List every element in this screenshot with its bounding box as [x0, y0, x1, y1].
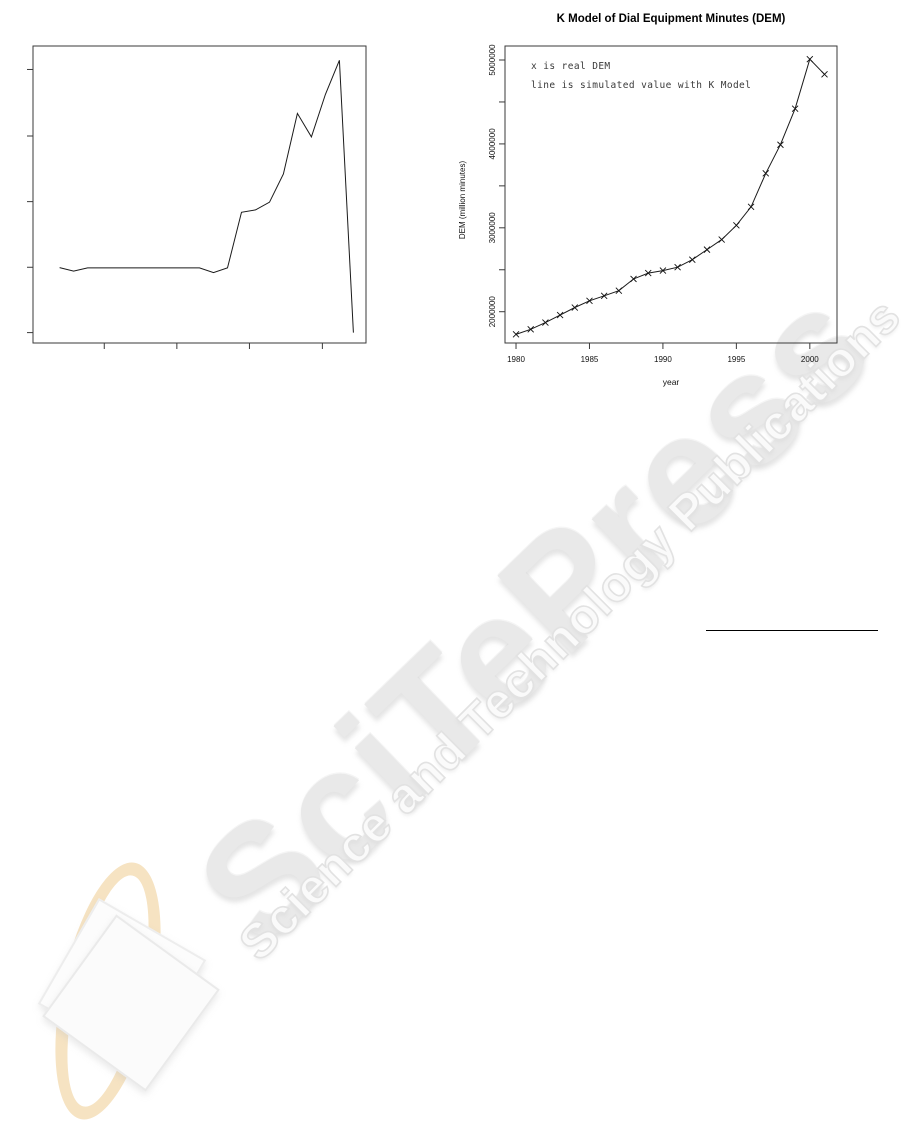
y-tick-label: 4000000	[488, 128, 497, 160]
right-chart-xlabel: year	[662, 377, 680, 387]
right-chart-annotation-1: x is real DEM	[531, 61, 611, 72]
right-chart-annotation-2: line is simulated value with K Model	[531, 80, 752, 91]
y-tick-label: 3000000	[488, 212, 497, 244]
watermark-brand: SciTePress	[165, 253, 901, 977]
left-chart	[27, 45, 367, 349]
y-tick-label: 2000000	[488, 296, 497, 328]
x-tick-label: 1980	[507, 355, 525, 364]
right-chart-ylabel: DEM (million minutes)	[458, 160, 467, 240]
footnote-rule	[706, 630, 878, 631]
x-tick-label: 1985	[581, 355, 599, 364]
right-chart-title: K Model of Dial Equipment Minutes (DEM)	[556, 13, 786, 25]
y-tick-label: 5000000	[488, 44, 497, 76]
